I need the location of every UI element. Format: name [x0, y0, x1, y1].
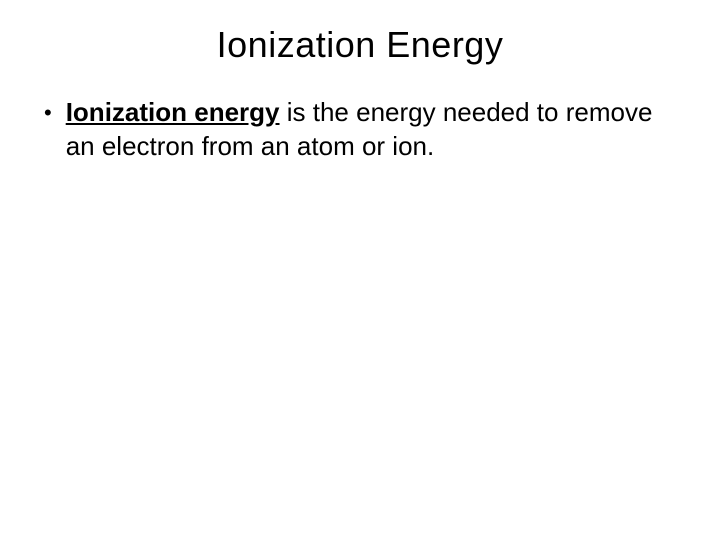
slide-content: • Ionization energy is the energy needed… — [0, 96, 720, 164]
bullet-marker: • — [44, 96, 52, 129]
slide-title: Ionization Energy — [0, 0, 720, 96]
defined-term: Ionization energy — [66, 97, 280, 127]
bullet-text: Ionization energy is the energy needed t… — [66, 96, 680, 164]
bullet-item: • Ionization energy is the energy needed… — [40, 96, 680, 164]
